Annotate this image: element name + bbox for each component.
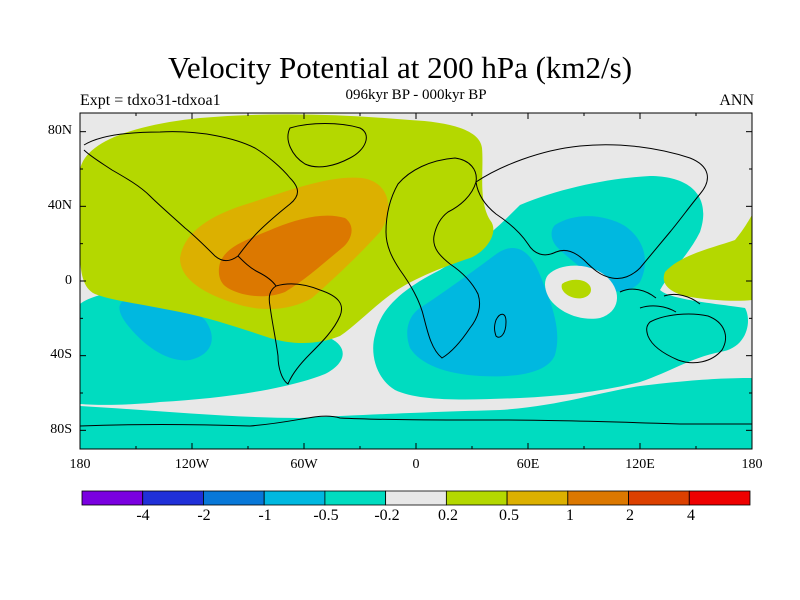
colorbar	[81, 490, 751, 506]
colorbar-swatch	[324, 490, 387, 506]
colorbar-swatch	[688, 490, 751, 506]
lon-label-60e: 60E	[516, 457, 540, 472]
colorbar-swatch	[142, 490, 204, 506]
colorbar-label: -1	[258, 507, 272, 524]
lat-label-40s: 40S	[50, 347, 72, 362]
season-label: ANN	[719, 92, 754, 109]
colorbar-swatch	[385, 490, 447, 506]
greenland-coast	[287, 123, 367, 168]
south-america-coast	[268, 283, 343, 385]
lon-label-0: 0	[412, 457, 420, 472]
madagascar-coast	[494, 313, 507, 338]
colorbar-label: -2	[197, 507, 211, 524]
lat-label-80n: 80N	[47, 123, 72, 138]
colorbar-swatch	[628, 490, 690, 506]
colorbar-swatch	[445, 490, 508, 506]
map-title: Velocity Potential at 200 hPa (km2/s)	[167, 50, 633, 85]
asia-blue	[551, 216, 645, 292]
experiment-label: Expt = tdxo31-tdxoa1	[80, 92, 221, 109]
lon-label-120e: 120E	[625, 457, 655, 472]
lon-label-120w: 120W	[174, 457, 210, 472]
central-america-coast	[237, 255, 277, 287]
lon-label-60w: 60W	[290, 457, 318, 472]
colorbar-label: 0.2	[438, 507, 458, 524]
southern-cyan-band	[80, 378, 752, 449]
axis-ticks	[79, 113, 753, 449]
colorbar-label: 0.5	[499, 507, 519, 524]
map-subtitle: 096kyr BP - 000kyr BP	[345, 87, 487, 103]
caribbean-orange-region	[218, 215, 352, 297]
colorbar-label: -0.2	[374, 507, 400, 524]
colorbar-swatch	[567, 490, 629, 506]
asia-coast	[475, 144, 708, 279]
west-pacific-green	[663, 215, 752, 301]
colorbar-label: 4	[687, 507, 695, 524]
colorbar-label: 1	[566, 507, 574, 524]
lon-label-180e: 180	[741, 457, 763, 472]
colorbar-label: 2	[626, 507, 634, 524]
antarctica-coast	[80, 415, 752, 427]
australia-coast	[646, 313, 726, 364]
indian-ocean-green-patch	[561, 279, 591, 299]
colorbar-label: -4	[136, 507, 150, 524]
colorbar-swatch	[506, 490, 569, 506]
colorbar-swatch	[203, 490, 265, 506]
indian-ocean-blue	[407, 247, 558, 377]
north-america-coast	[83, 131, 298, 261]
lon-label-180w: 180	[69, 457, 91, 472]
coastlines	[80, 123, 752, 427]
maritime-continent-coast	[619, 288, 701, 313]
lat-label-40n: 40N	[47, 198, 72, 213]
lat-label-80s: 80S	[50, 422, 72, 437]
colorbar-swatch	[81, 490, 144, 506]
colorbar-swatch	[263, 490, 326, 506]
colorbar-label: -0.5	[313, 507, 339, 524]
lat-label-0: 0	[65, 273, 72, 288]
